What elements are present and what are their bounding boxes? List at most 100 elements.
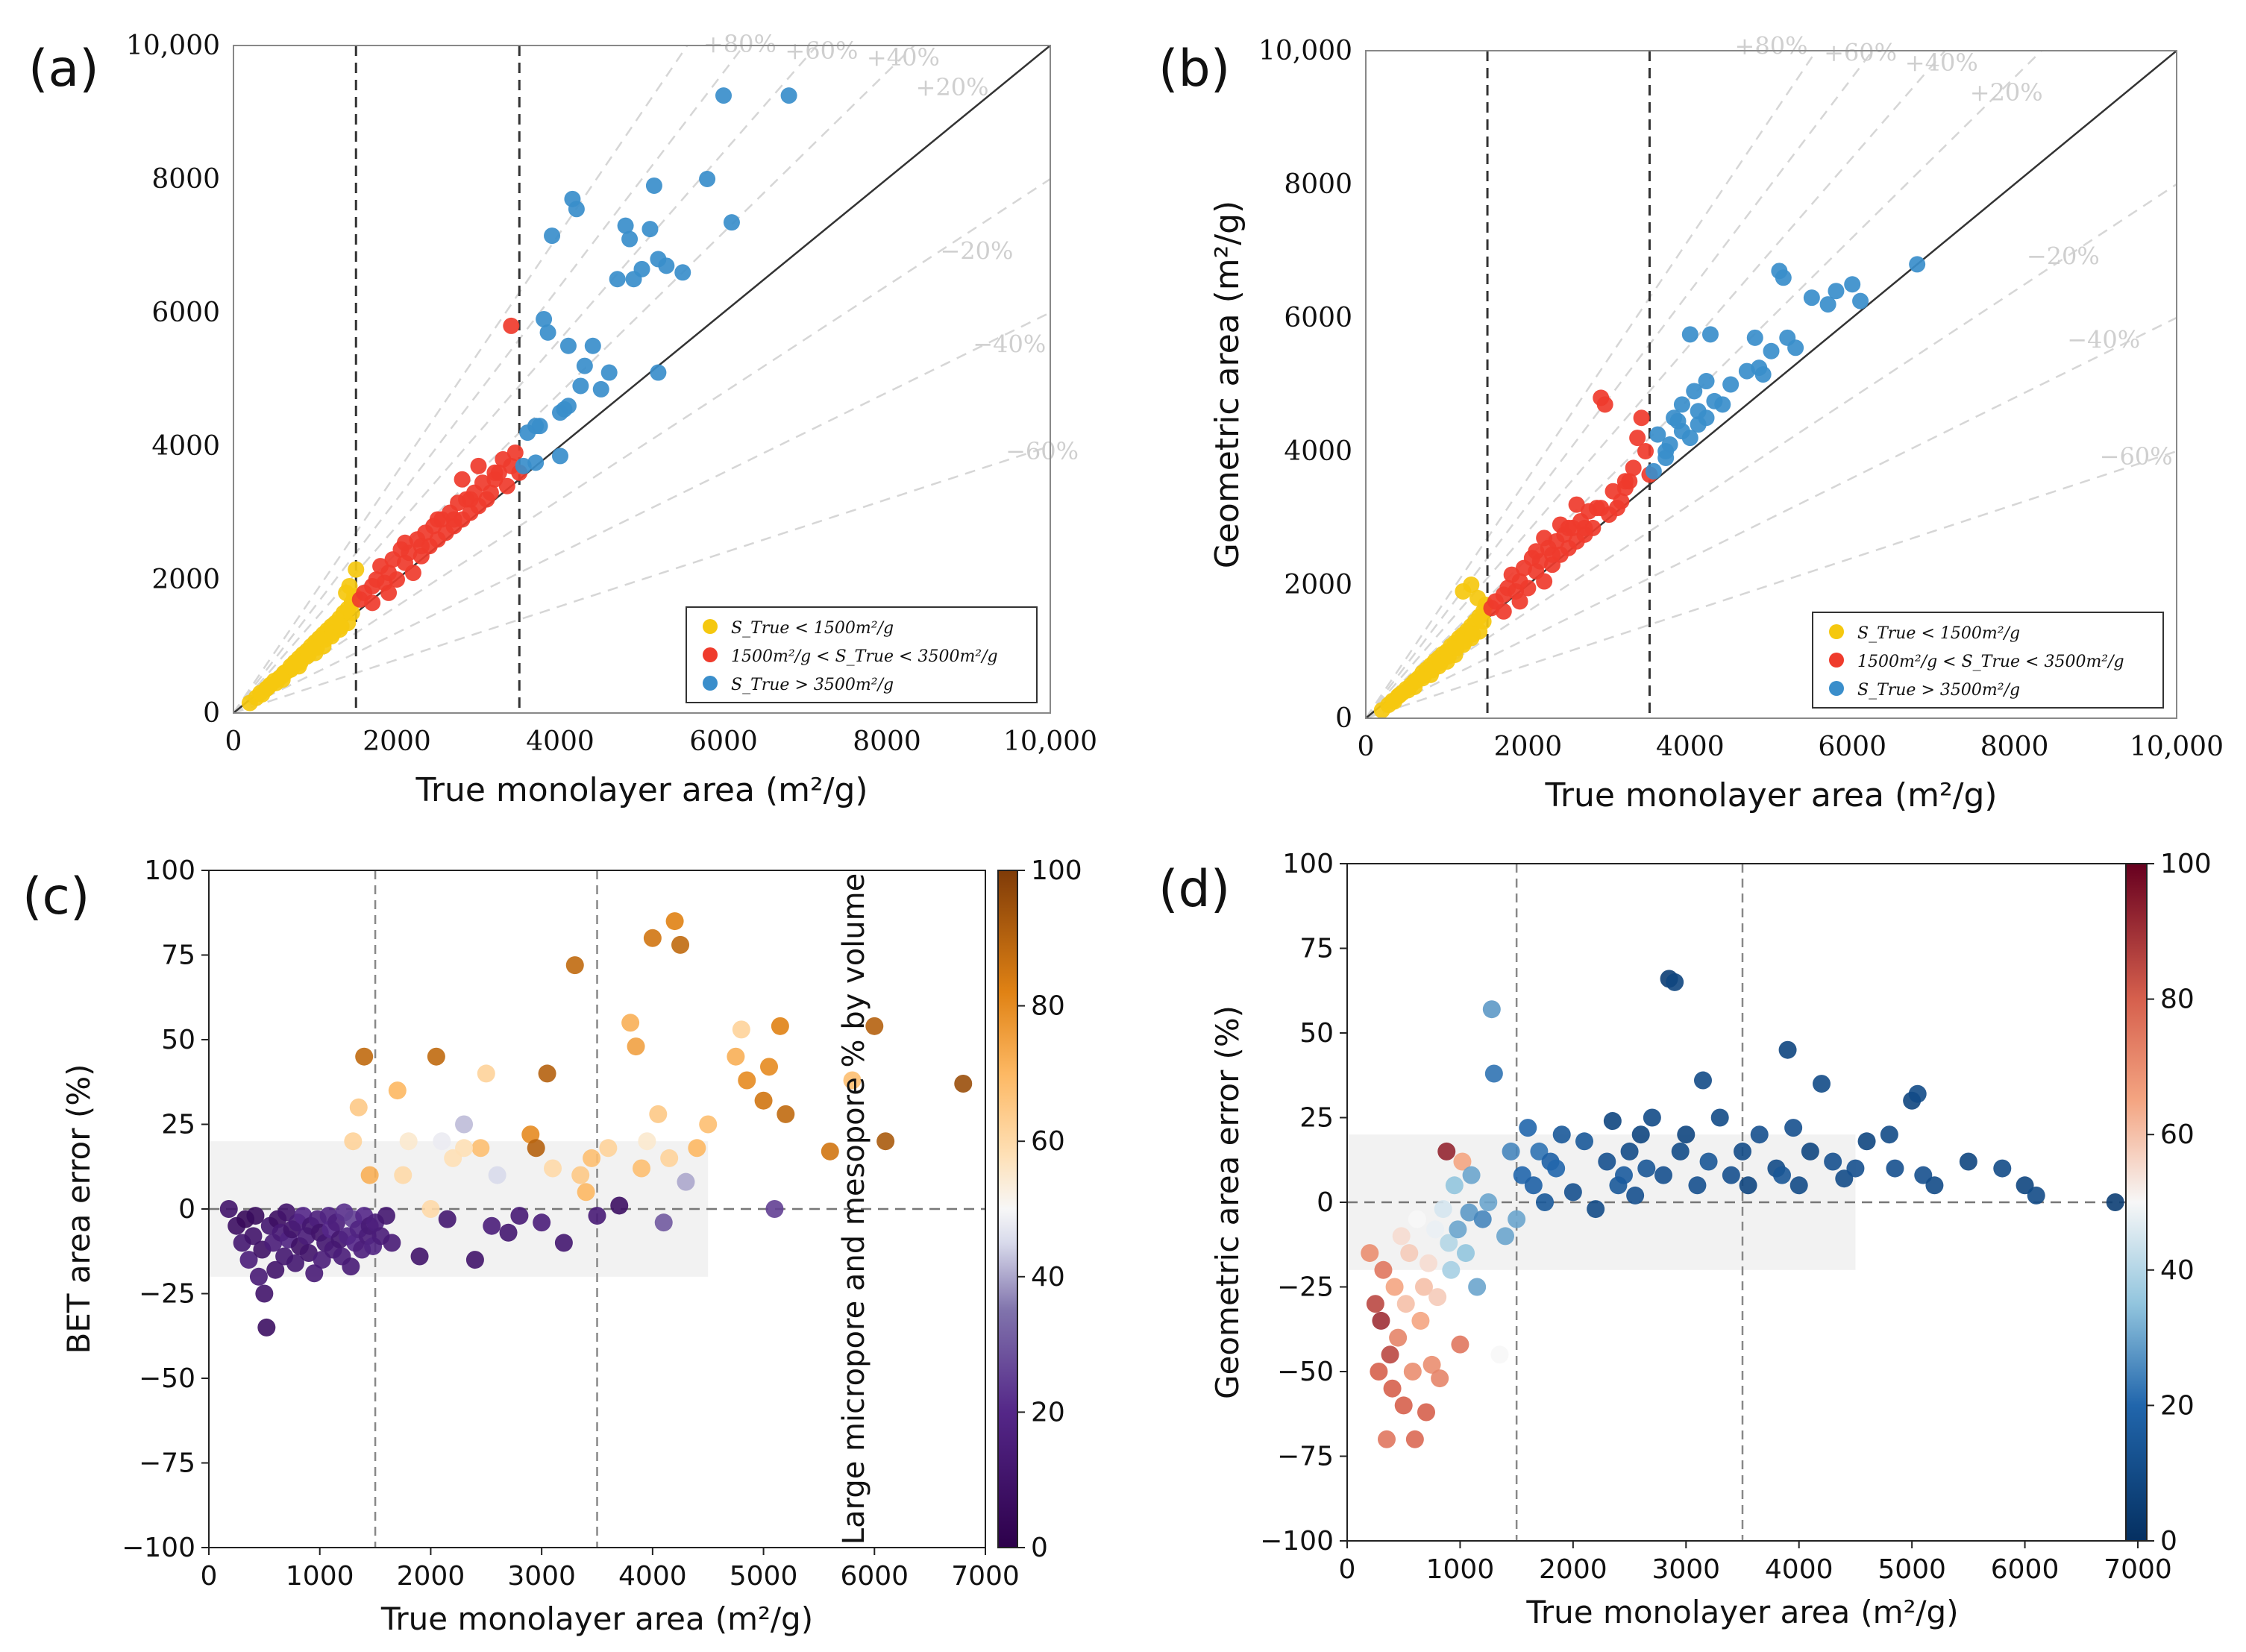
y-tick-label: 6000 <box>1284 303 1352 333</box>
data-point <box>349 1098 368 1116</box>
plot-content <box>1366 51 2177 718</box>
data-point-series-2 <box>1909 256 1926 273</box>
data-point-series-1 <box>482 484 499 501</box>
data-point <box>1502 1142 1520 1161</box>
data-point-series-2 <box>592 380 609 398</box>
data-point-series-2 <box>1649 426 1666 443</box>
data-point <box>239 1251 258 1269</box>
data-point <box>1420 1254 1438 1272</box>
y-axis-label: Geometric area (m²/g) <box>1208 201 1246 568</box>
panel-label: (c) <box>22 867 90 926</box>
data-point <box>527 1139 545 1158</box>
data-point <box>1598 1152 1616 1171</box>
x-axis-label: True monolayer area (m²/g) <box>415 771 868 809</box>
data-point <box>394 1166 413 1184</box>
panel-d: (d)0 1000 2000 3000 4000 5000 6000 700010075502… <box>1158 849 2212 1630</box>
plot-frame <box>233 45 1051 714</box>
data-point <box>665 912 684 931</box>
data-point <box>1462 1166 1481 1184</box>
data-point-series-2 <box>617 217 634 234</box>
data-point <box>1484 1064 1503 1083</box>
x-tick-label: 10,000 <box>1003 726 1097 757</box>
data-point-series-2 <box>633 260 650 277</box>
data-point-series-1 <box>1536 530 1553 547</box>
data-point-series-1 <box>1511 593 1528 610</box>
data-point <box>1552 1125 1571 1144</box>
data-point-series-1 <box>1637 443 1654 459</box>
data-point-series-2 <box>1698 409 1715 427</box>
data-point <box>1405 1430 1424 1448</box>
data-point <box>1694 1071 1712 1090</box>
data-point <box>1789 1176 1808 1195</box>
data-point <box>2106 1193 2124 1211</box>
x-tick-label: 5000 <box>730 1561 798 1592</box>
data-point <box>1400 1244 1419 1263</box>
data-point <box>483 1216 501 1235</box>
data-point <box>1547 1159 1566 1178</box>
data-point <box>1378 1430 1396 1448</box>
data-point-series-0 <box>343 604 360 621</box>
data-point-series-1 <box>1629 430 1646 447</box>
data-point <box>1784 1119 1803 1137</box>
x-axis-title: True monolayer area <box>1544 776 1884 814</box>
data-point <box>1603 1112 1622 1131</box>
data-point <box>1366 1295 1384 1313</box>
data-point-series-0 <box>338 584 355 601</box>
data-point-series-2 <box>552 447 568 465</box>
data-point <box>360 1166 379 1184</box>
data-point-series-2 <box>674 264 691 281</box>
data-point <box>249 1267 268 1286</box>
colorbar <box>2125 863 2148 1542</box>
reference-line-label: +20% <box>1970 78 2043 107</box>
data-point <box>1460 1203 1478 1222</box>
data-point <box>1434 1200 1452 1219</box>
x-axis-title: True monolayer area <box>380 1601 705 1637</box>
y-tick-label: 0 <box>1335 703 1352 734</box>
panel-label: (b) <box>1158 40 1230 98</box>
y-tick-label: 0 <box>178 1194 195 1225</box>
data-point-series-1 <box>454 471 471 488</box>
data-point-series-1 <box>1536 573 1553 590</box>
x-tick-label: 6000 <box>840 1561 909 1592</box>
x-tick-label: 8000 <box>1980 732 2049 762</box>
data-point <box>1445 1176 1464 1195</box>
data-point <box>455 1139 474 1158</box>
data-point-series-2 <box>1787 339 1804 357</box>
data-point <box>677 1172 695 1191</box>
data-point-series-1 <box>445 511 462 528</box>
data-point <box>1654 1166 1672 1184</box>
reference-line-label: −40% <box>973 330 1046 359</box>
data-point-series-1 <box>486 464 504 481</box>
legend-box <box>686 606 1038 703</box>
y-tick-label: −75 <box>139 1448 195 1479</box>
data-point-series-1 <box>1616 473 1634 490</box>
data-point <box>627 1037 645 1056</box>
y-tick-label: 10,000 <box>126 31 220 61</box>
x-axis-unit: (m²/g) <box>765 771 868 809</box>
data-point-series-1 <box>380 584 398 601</box>
data-point <box>246 1207 265 1225</box>
data-point-series-2 <box>559 337 577 354</box>
y-axis-title: Geometric area error <box>1209 1070 1246 1399</box>
plot-frame <box>1365 50 2177 719</box>
x-axis-label: True monolayer area (m²/g) <box>1525 1594 1958 1630</box>
data-point-series-1 <box>1625 459 1642 477</box>
data-point <box>727 1047 745 1066</box>
data-point-series-0 <box>1464 626 1481 643</box>
data-point-series-2 <box>780 87 797 104</box>
legend-marker <box>703 619 718 634</box>
data-point <box>1643 1108 1661 1127</box>
legend-label: S_True < 1500m²/g <box>1857 624 2020 643</box>
data-point <box>421 1200 440 1218</box>
data-point <box>521 1125 540 1144</box>
data-point <box>1490 1345 1509 1364</box>
y-tick-label: −25 <box>139 1279 195 1310</box>
data-point-series-1 <box>1633 409 1650 427</box>
data-point <box>1479 1193 1498 1211</box>
data-point-series-2 <box>1852 292 1869 310</box>
data-point <box>671 935 690 954</box>
reference-line-plus40 <box>233 45 818 713</box>
data-point <box>2027 1186 2045 1205</box>
data-point <box>1437 1142 1456 1161</box>
